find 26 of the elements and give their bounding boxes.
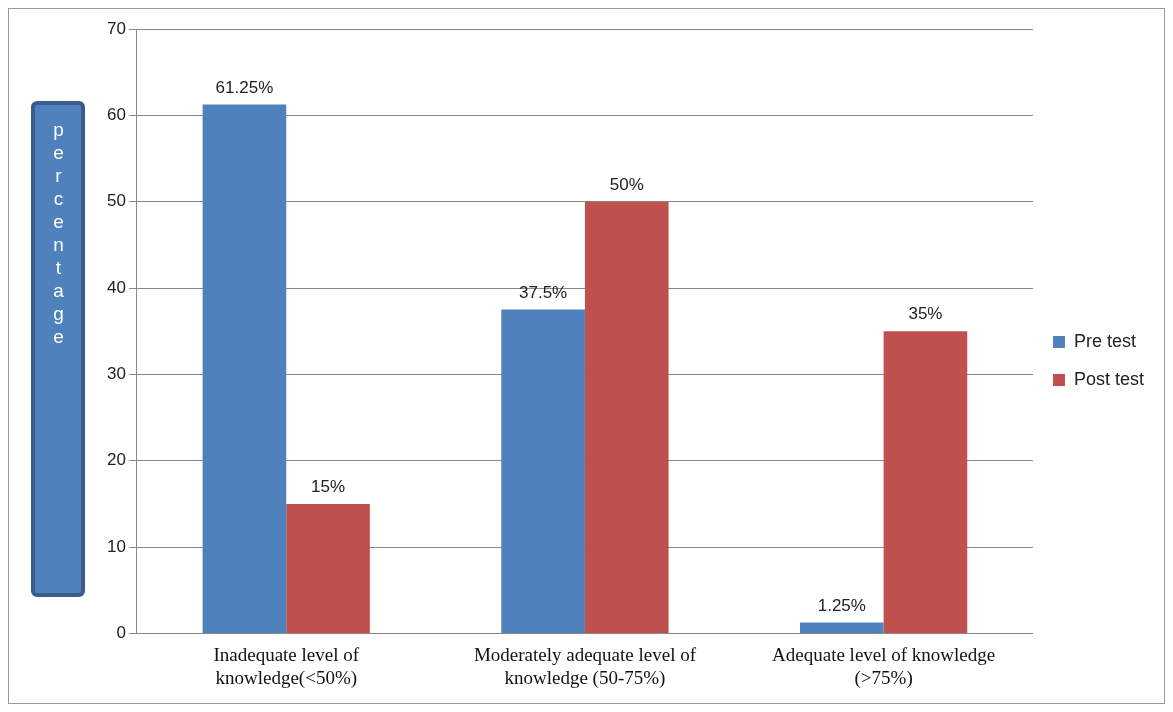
legend-label: Post test xyxy=(1073,368,1144,389)
y-tick-label: 10 xyxy=(106,536,126,556)
bar xyxy=(584,201,669,633)
y-tick-label: 70 xyxy=(106,18,126,38)
legend-label: Pre test xyxy=(1073,330,1136,351)
y-tick-label: 0 xyxy=(116,623,126,643)
data-label: 61.25% xyxy=(215,77,274,97)
bar xyxy=(883,331,968,633)
y-tick-label: 40 xyxy=(106,277,126,297)
y-axis-title: percentage xyxy=(47,119,69,351)
bar xyxy=(202,104,287,633)
data-label: 50% xyxy=(609,174,644,194)
bar xyxy=(286,503,370,633)
x-tick-label: Adequate level of knowledge (>75%) xyxy=(772,643,996,689)
x-tick-label: Moderately adequate level of knowledge (50-75%) xyxy=(473,643,697,689)
y-tick-label: 60 xyxy=(106,105,126,125)
data-label: 37.5% xyxy=(519,282,568,302)
y-tick-label: 50 xyxy=(106,191,126,211)
y-tick-label: 20 xyxy=(106,450,126,470)
data-label: 1.25% xyxy=(817,595,866,615)
data-label: 35% xyxy=(908,304,943,324)
x-tick-label: Inadequate level of knowledge(<50%) xyxy=(213,643,360,689)
bar xyxy=(501,309,585,633)
bar xyxy=(799,622,884,633)
y-tick-label: 30 xyxy=(106,364,126,384)
data-label: 15% xyxy=(311,477,346,497)
